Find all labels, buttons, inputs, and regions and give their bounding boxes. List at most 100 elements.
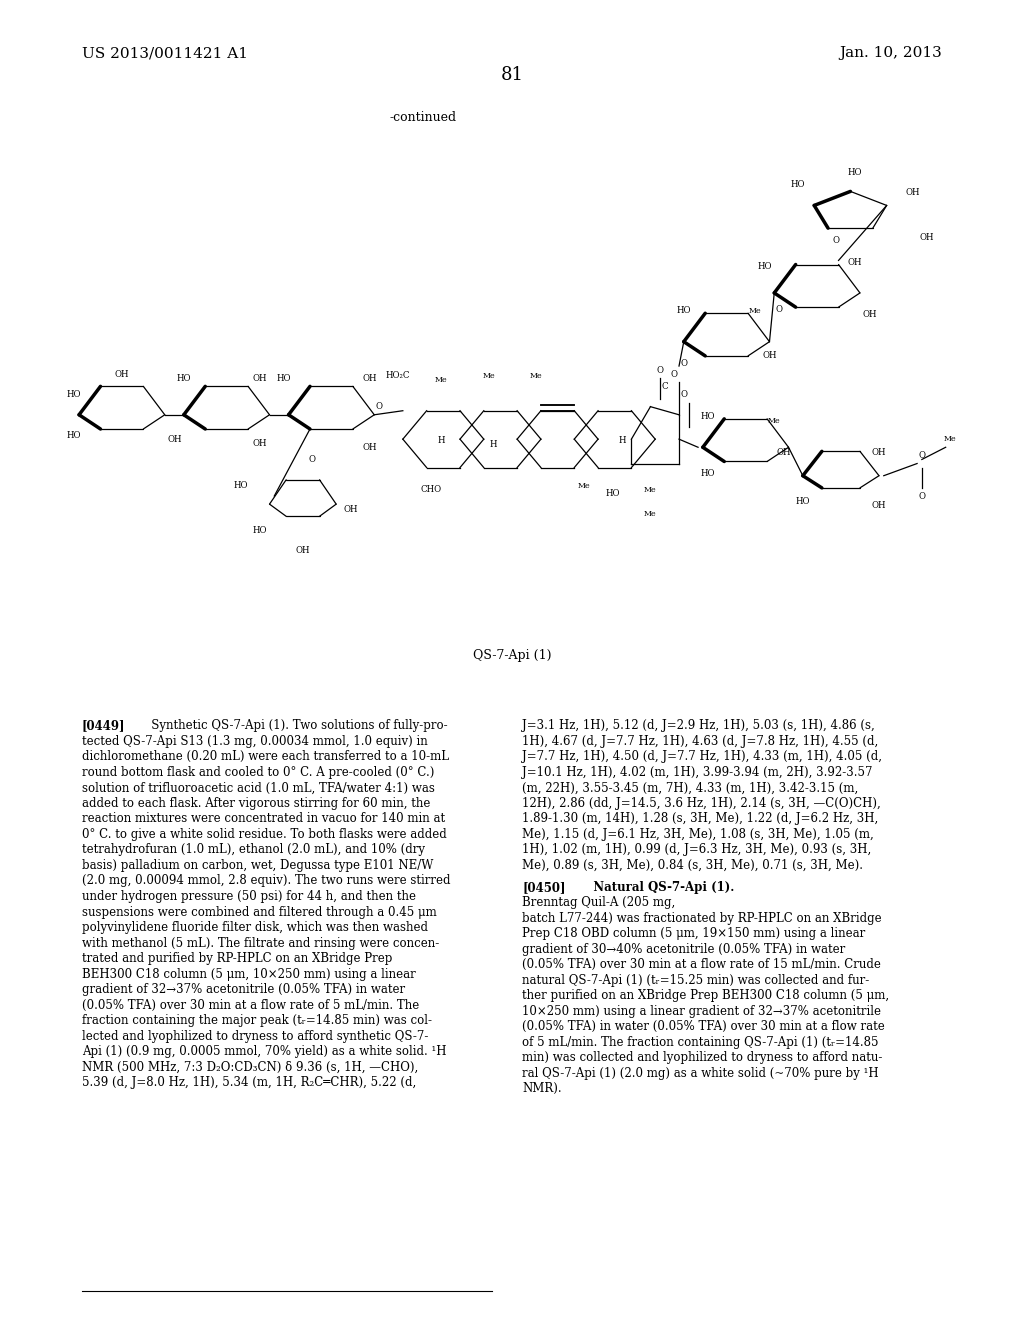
Text: ral QS-7-Api (1) (2.0 mg) as a white solid (~70% pure by ¹H: ral QS-7-Api (1) (2.0 mg) as a white sol… xyxy=(522,1067,879,1080)
Text: OH: OH xyxy=(920,234,934,242)
Text: tected QS-7-Api S13 (1.3 mg, 0.00034 mmol, 1.0 equiv) in: tected QS-7-Api S13 (1.3 mg, 0.00034 mmo… xyxy=(82,735,428,748)
Text: OH: OH xyxy=(871,502,886,511)
Text: C: C xyxy=(662,381,668,391)
Text: (2.0 mg, 0.00094 mmol, 2.8 equiv). The two runs were stirred: (2.0 mg, 0.00094 mmol, 2.8 equiv). The t… xyxy=(82,874,451,887)
Text: HO: HO xyxy=(700,469,715,478)
Text: (0.05% TFA) over 30 min at a flow rate of 15 mL/min. Crude: (0.05% TFA) over 30 min at a flow rate o… xyxy=(522,958,881,972)
Text: gradient of 32→37% acetonitrile (0.05% TFA) in water: gradient of 32→37% acetonitrile (0.05% T… xyxy=(82,983,406,997)
Text: with methanol (5 mL). The filtrate and rinsing were concen-: with methanol (5 mL). The filtrate and r… xyxy=(82,936,439,949)
Text: batch L77-244) was fractionated by RP-HPLC on an XBridge: batch L77-244) was fractionated by RP-HP… xyxy=(522,912,882,925)
Text: H: H xyxy=(437,436,444,445)
Text: gradient of 30→40% acetonitrile (0.05% TFA) in water: gradient of 30→40% acetonitrile (0.05% T… xyxy=(522,942,846,956)
Text: J=7.7 Hz, 1H), 4.50 (d, J=7.7 Hz, 1H), 4.33 (m, 1H), 4.05 (d,: J=7.7 Hz, 1H), 4.50 (d, J=7.7 Hz, 1H), 4… xyxy=(522,750,883,763)
Text: 10×250 mm) using a linear gradient of 32→37% acetonitrile: 10×250 mm) using a linear gradient of 32… xyxy=(522,1005,882,1018)
Text: (m, 22H), 3.55-3.45 (m, 7H), 4.33 (m, 1H), 3.42-3.15 (m,: (m, 22H), 3.55-3.45 (m, 7H), 4.33 (m, 1H… xyxy=(522,781,858,795)
Text: 1H), 1.02 (m, 1H), 0.99 (d, J=6.3 Hz, 3H, Me), 0.93 (s, 3H,: 1H), 1.02 (m, 1H), 0.99 (d, J=6.3 Hz, 3H… xyxy=(522,843,871,857)
Text: NMR).: NMR). xyxy=(522,1082,562,1096)
Text: OH: OH xyxy=(362,442,377,451)
Text: NMR (500 MHz, 7:3 D₂O:CD₃CN) δ 9.36 (s, 1H, —CHO),: NMR (500 MHz, 7:3 D₂O:CD₃CN) δ 9.36 (s, … xyxy=(82,1060,418,1073)
Text: under hydrogen pressure (50 psi) for 44 h, and then the: under hydrogen pressure (50 psi) for 44 … xyxy=(82,890,416,903)
Text: O: O xyxy=(919,451,926,459)
Text: OH: OH xyxy=(253,438,267,447)
Text: US 2013/0011421 A1: US 2013/0011421 A1 xyxy=(82,46,248,61)
Text: 1.89-1.30 (m, 14H), 1.28 (s, 3H, Me), 1.22 (d, J=6.2 Hz, 3H,: 1.89-1.30 (m, 14H), 1.28 (s, 3H, Me), 1.… xyxy=(522,812,879,825)
Text: OH: OH xyxy=(343,506,357,515)
Text: Jan. 10, 2013: Jan. 10, 2013 xyxy=(840,46,942,61)
Text: Me: Me xyxy=(644,511,656,519)
Text: O: O xyxy=(680,359,687,368)
Text: [0450]: [0450] xyxy=(522,880,565,894)
Text: J=10.1 Hz, 1H), 4.02 (m, 1H), 3.99-3.94 (m, 2H), 3.92-3.57: J=10.1 Hz, 1H), 4.02 (m, 1H), 3.99-3.94 … xyxy=(522,766,872,779)
Text: min) was collected and lyophilized to dryness to afford natu-: min) was collected and lyophilized to dr… xyxy=(522,1051,883,1064)
Text: dichloromethane (0.20 mL) were each transferred to a 10-mL: dichloromethane (0.20 mL) were each tran… xyxy=(82,750,449,763)
Text: 5.39 (d, J=8.0 Hz, 1H), 5.34 (m, 1H, R₂C═CHR), 5.22 (d,: 5.39 (d, J=8.0 Hz, 1H), 5.34 (m, 1H, R₂C… xyxy=(82,1076,416,1089)
Text: OH: OH xyxy=(115,370,129,379)
Text: trated and purified by RP-HPLC on an XBridge Prep: trated and purified by RP-HPLC on an XBr… xyxy=(82,952,392,965)
Text: 81: 81 xyxy=(501,66,523,84)
Text: QS-7-Api (1): QS-7-Api (1) xyxy=(473,649,551,663)
Text: HO₂C: HO₂C xyxy=(386,371,411,380)
Text: OH: OH xyxy=(762,351,777,360)
Text: O: O xyxy=(833,236,840,244)
Text: lected and lyophilized to dryness to afford synthetic QS-7-: lected and lyophilized to dryness to aff… xyxy=(82,1030,428,1043)
Text: OH: OH xyxy=(862,310,877,319)
Text: OH: OH xyxy=(905,189,920,198)
Text: ther purified on an XBridge Prep BEH300 C18 column (5 μm,: ther purified on an XBridge Prep BEH300 … xyxy=(522,989,890,1002)
Text: fraction containing the major peak (tᵣ=14.85 min) was col-: fraction containing the major peak (tᵣ=1… xyxy=(82,1014,432,1027)
Text: reaction mixtures were concentrated in vacuo for 140 min at: reaction mixtures were concentrated in v… xyxy=(82,812,445,825)
Text: (0.05% TFA) over 30 min at a flow rate of 5 mL/min. The: (0.05% TFA) over 30 min at a flow rate o… xyxy=(82,998,419,1011)
Text: HO: HO xyxy=(700,412,715,421)
Text: HO: HO xyxy=(67,430,82,440)
Text: CHO: CHO xyxy=(421,484,442,494)
Text: HO: HO xyxy=(758,261,772,271)
Text: Me: Me xyxy=(578,482,590,490)
Text: (0.05% TFA) in water (0.05% TFA) over 30 min at a flow rate: (0.05% TFA) in water (0.05% TFA) over 30… xyxy=(522,1020,885,1034)
Text: BEH300 C18 column (5 μm, 10×250 mm) using a linear: BEH300 C18 column (5 μm, 10×250 mm) usin… xyxy=(82,968,416,981)
Text: OH: OH xyxy=(362,374,377,383)
Text: Me: Me xyxy=(482,372,495,380)
Text: HO: HO xyxy=(276,374,291,383)
Text: O: O xyxy=(376,403,383,411)
Text: Me: Me xyxy=(768,417,780,425)
Text: HO: HO xyxy=(677,306,691,315)
Text: [0449]: [0449] xyxy=(82,719,125,733)
Text: 0° C. to give a white solid residue. To both flasks were added: 0° C. to give a white solid residue. To … xyxy=(82,828,446,841)
Text: Me: Me xyxy=(944,436,956,444)
Text: Me: Me xyxy=(434,376,447,384)
Text: added to each flask. After vigorous stirring for 60 min, the: added to each flask. After vigorous stir… xyxy=(82,797,430,810)
Text: OH: OH xyxy=(871,449,886,458)
Text: HO: HO xyxy=(253,525,267,535)
Text: Me), 1.15 (d, J=6.1 Hz, 3H, Me), 1.08 (s, 3H, Me), 1.05 (m,: Me), 1.15 (d, J=6.1 Hz, 3H, Me), 1.08 (s… xyxy=(522,828,874,841)
Text: Me: Me xyxy=(644,486,656,494)
Text: O: O xyxy=(656,366,664,375)
Text: -continued: -continued xyxy=(389,111,457,124)
Text: OH: OH xyxy=(167,434,181,444)
Text: suspensions were combined and filtered through a 0.45 μm: suspensions were combined and filtered t… xyxy=(82,906,436,919)
Text: of 5 mL/min. The fraction containing QS-7-Api (1) (tᵣ=14.85: of 5 mL/min. The fraction containing QS-… xyxy=(522,1036,879,1049)
Text: HO: HO xyxy=(791,181,805,189)
Text: O: O xyxy=(309,455,315,463)
Text: 12H), 2.86 (dd, J=14.5, 3.6 Hz, 1H), 2.14 (s, 3H, —C(O)CH),: 12H), 2.86 (dd, J=14.5, 3.6 Hz, 1H), 2.1… xyxy=(522,797,881,810)
Text: tetrahydrofuran (1.0 mL), ethanol (2.0 mL), and 10% (dry: tetrahydrofuran (1.0 mL), ethanol (2.0 m… xyxy=(82,843,425,857)
Text: OH: OH xyxy=(253,374,267,383)
Text: HO: HO xyxy=(67,389,82,399)
Text: HO: HO xyxy=(796,498,810,506)
Text: Me: Me xyxy=(529,372,543,380)
Text: J=3.1 Hz, 1H), 5.12 (d, J=2.9 Hz, 1H), 5.03 (s, 1H), 4.86 (s,: J=3.1 Hz, 1H), 5.12 (d, J=2.9 Hz, 1H), 5… xyxy=(522,719,874,733)
Text: O: O xyxy=(919,491,926,500)
Text: Natural QS-7-Api (1).: Natural QS-7-Api (1). xyxy=(581,880,734,894)
Text: OH: OH xyxy=(848,257,862,267)
Text: OH: OH xyxy=(776,449,791,458)
Text: O: O xyxy=(680,389,687,399)
Text: HO: HO xyxy=(176,374,191,383)
Text: H: H xyxy=(618,436,626,445)
Text: OH: OH xyxy=(296,546,310,554)
Text: Brenntag Quil-A (205 mg,: Brenntag Quil-A (205 mg, xyxy=(522,896,676,909)
Text: Me: Me xyxy=(749,308,762,315)
Text: Api (1) (0.9 mg, 0.0005 mmol, 70% yield) as a white solid. ¹H: Api (1) (0.9 mg, 0.0005 mmol, 70% yield)… xyxy=(82,1045,446,1059)
Text: solution of trifluoroacetic acid (1.0 mL, TFA/water 4:1) was: solution of trifluoroacetic acid (1.0 mL… xyxy=(82,781,435,795)
Text: basis) palladium on carbon, wet, Degussa type E101 NE/W: basis) palladium on carbon, wet, Degussa… xyxy=(82,859,433,873)
Text: Me), 0.89 (s, 3H, Me), 0.84 (s, 3H, Me), 0.71 (s, 3H, Me).: Me), 0.89 (s, 3H, Me), 0.84 (s, 3H, Me),… xyxy=(522,859,863,873)
Text: natural QS-7-Api (1) (tᵣ=15.25 min) was collected and fur-: natural QS-7-Api (1) (tᵣ=15.25 min) was … xyxy=(522,974,869,987)
Text: polyvinylidene fluoride filter disk, which was then washed: polyvinylidene fluoride filter disk, whi… xyxy=(82,921,428,935)
